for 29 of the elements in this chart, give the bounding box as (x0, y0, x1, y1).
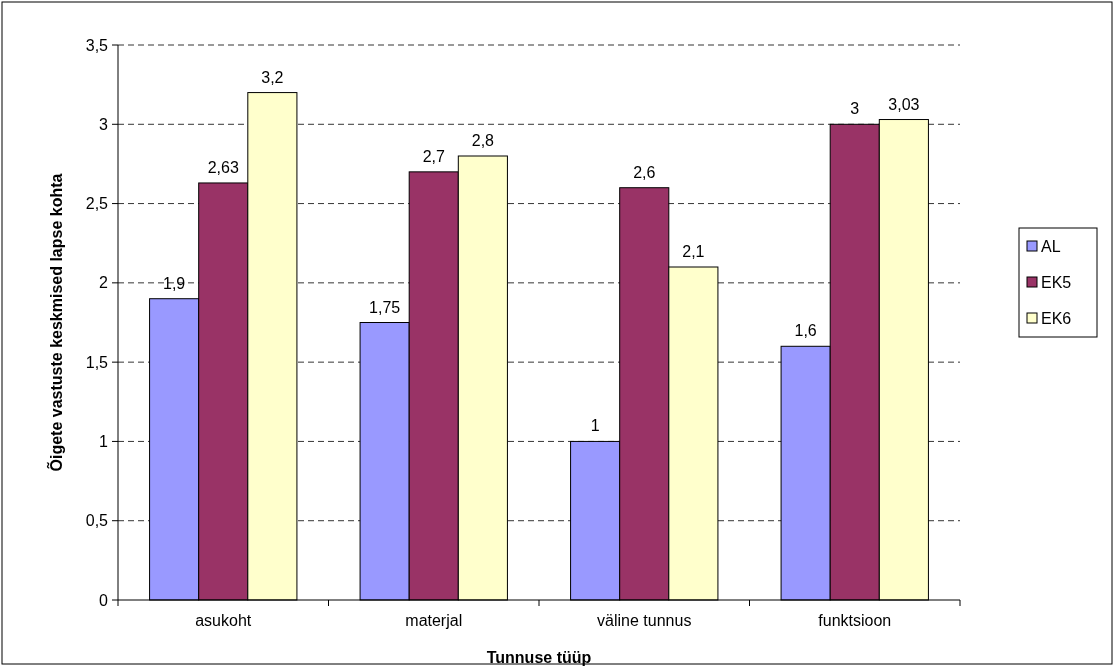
data-label: 2,1 (682, 243, 705, 260)
data-label: 2,63 (207, 158, 239, 176)
x-tick-label: funktsioon (818, 612, 892, 629)
x-tick-label: väline tunnus (597, 612, 692, 629)
y-tick-label: 3,5 (85, 36, 109, 54)
data-label: 1 (590, 417, 600, 435)
y-tick-label: 0,5 (85, 512, 109, 530)
legend-label: EK5 (1041, 273, 1072, 291)
y-tick-label: 1,5 (85, 353, 109, 371)
data-label: 3,2 (261, 68, 284, 86)
y-tick-label: 2 (99, 274, 109, 292)
y-tick-label: 0 (99, 591, 109, 609)
data-label: 1,6 (794, 322, 817, 340)
y-tick-label: 1 (99, 433, 109, 451)
y-tick-label: 3 (99, 115, 109, 133)
data-label: 2,6 (633, 163, 656, 181)
x-tick-label: materjal (405, 612, 463, 629)
x-axis-title: Tunnuse tüüp (486, 649, 592, 666)
x-tick-label: asukoht (195, 612, 252, 629)
y-axis-title: Õigete vastuste keskmised lapse kohta (46, 173, 65, 472)
y-tick-label: 2,5 (85, 195, 109, 213)
data-label: 3,03 (888, 95, 920, 113)
legend-label: AL (1041, 237, 1061, 255)
data-label: 1,75 (369, 298, 401, 316)
data-label: 3 (850, 100, 860, 118)
data-label: 2,8 (471, 132, 495, 149)
data-label: 2,7 (422, 147, 445, 165)
data-label: 1,9 (163, 274, 186, 292)
legend-label: EK6 (1041, 309, 1072, 327)
